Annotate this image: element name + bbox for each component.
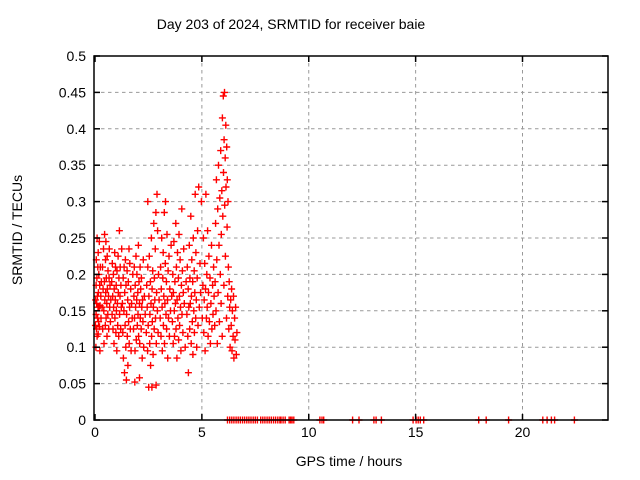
y-tick-label: 0.45 (59, 84, 86, 100)
x-tick-label: 0 (91, 424, 99, 440)
y-tick-label: 0.15 (59, 303, 86, 319)
y-tick-label: 0.4 (67, 121, 87, 137)
y-tick-label: 0.05 (59, 376, 86, 392)
gridlines (94, 56, 608, 420)
y-axis-label: SRMTID / TECUs (9, 175, 25, 285)
y-tick-label: 0.2 (67, 266, 87, 282)
tick-labels: 0 0.05 0.1 0.15 0.2 0.25 0.3 0.35 0.4 0.45 0.5 0 5 10… (59, 48, 531, 440)
x-tick-label: 10 (301, 424, 317, 440)
x-tick-label: 20 (515, 424, 531, 440)
data-points (91, 88, 578, 424)
axes-and-ticks (93, 55, 609, 421)
y-tick-label: 0 (78, 412, 86, 428)
y-tick-label: 0.1 (67, 339, 87, 355)
y-tick-label: 0.3 (67, 194, 87, 210)
y-tick-label: 0.25 (59, 230, 86, 246)
chart-title: Day 203 of 2024, SRMTID for receiver bai… (157, 16, 426, 32)
x-tick-label: 5 (198, 424, 206, 440)
x-tick-label: 15 (408, 424, 424, 440)
y-tick-label: 0.35 (59, 157, 86, 173)
x-axis-label: GPS time / hours (296, 453, 403, 469)
y-tick-label: 0.5 (67, 48, 87, 64)
